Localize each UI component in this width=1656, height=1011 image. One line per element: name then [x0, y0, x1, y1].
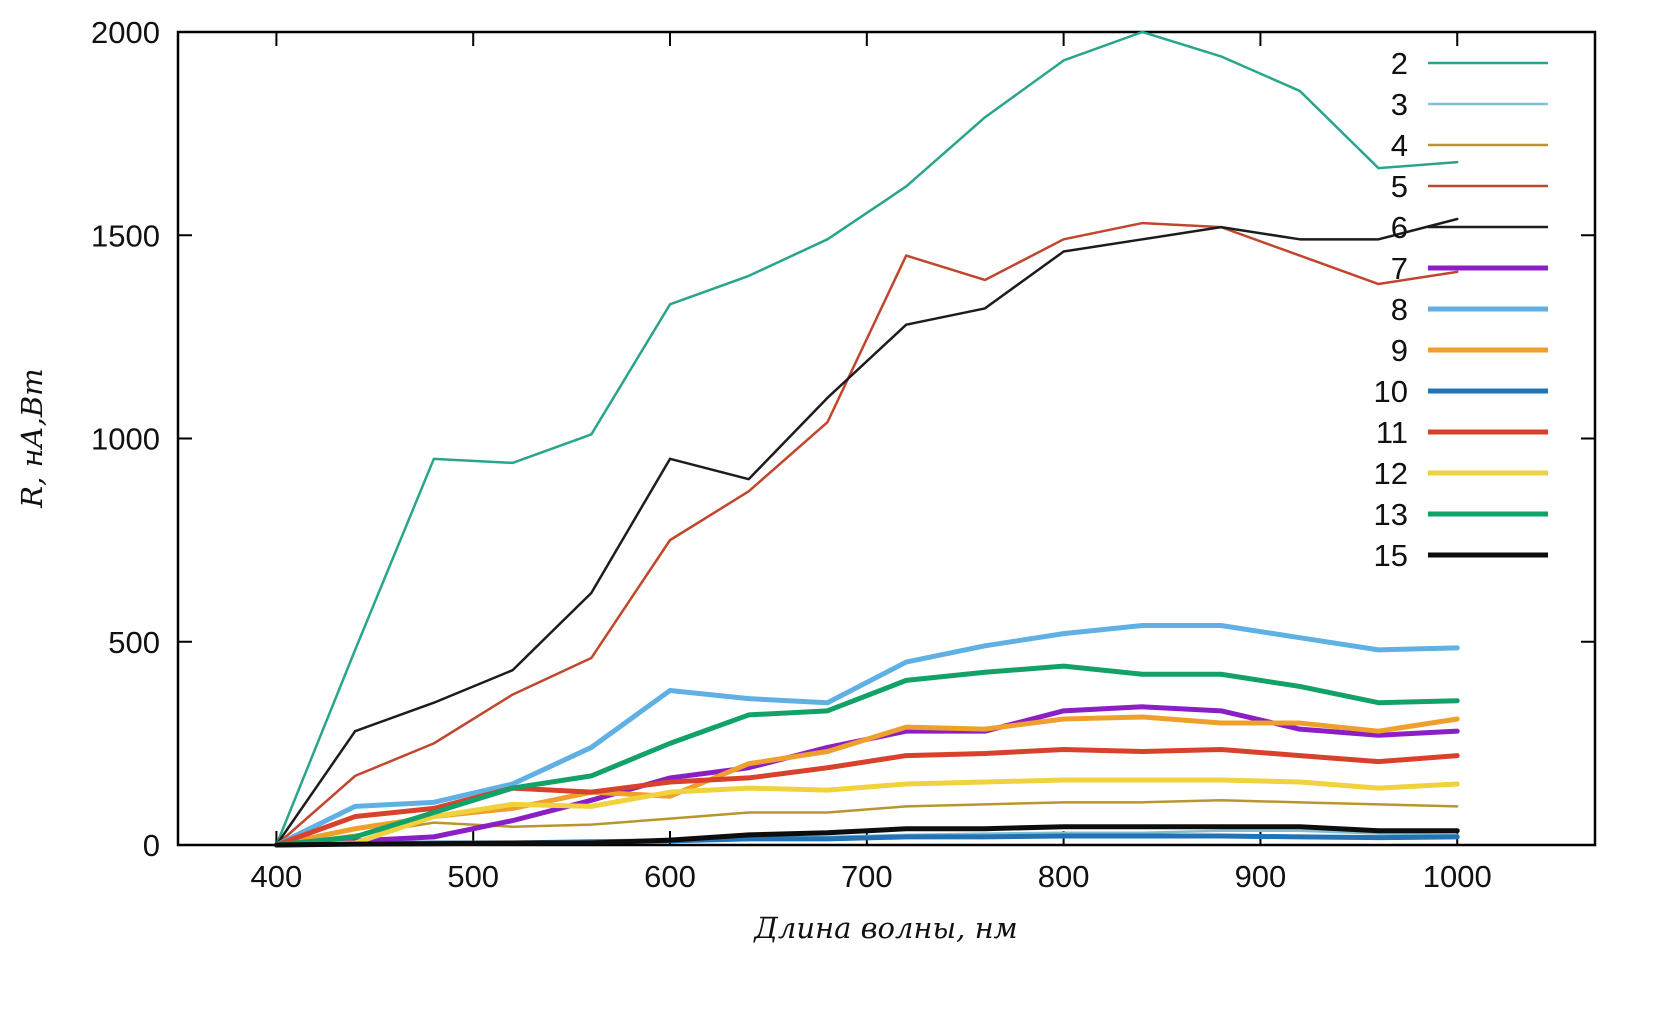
series-line-8 [273, 622, 1460, 848]
y-tick-label: 1500 [91, 218, 160, 253]
legend-label-10: 10 [1374, 374, 1408, 409]
x-tick-label: 400 [251, 859, 303, 894]
y-tick-label: 500 [108, 625, 160, 660]
x-axis-title: Длина волны, нм [752, 911, 1017, 945]
series-line-4 [275, 799, 1459, 847]
legend-label-3: 3 [1391, 87, 1408, 122]
x-tick-label: 700 [841, 859, 893, 894]
x-tick-label: 800 [1038, 859, 1090, 894]
plot-layer: 400 500 600 700 800 900 1000 0 500 1000 1500 2000 2 3… [91, 15, 1597, 894]
series-line-13 [273, 663, 1460, 848]
series-line-6 [275, 217, 1459, 847]
series-line-2 [275, 30, 1459, 847]
y-tick-label: 2000 [91, 15, 160, 50]
legend-label-15: 15 [1374, 538, 1408, 573]
legend-label-6: 6 [1391, 210, 1408, 245]
x-tick-label: 900 [1235, 859, 1287, 894]
legend-label-8: 8 [1391, 292, 1408, 327]
legend-label-13: 13 [1374, 497, 1408, 532]
y-tick-label: 0 [143, 828, 160, 863]
x-tick-label: 1000 [1423, 859, 1492, 894]
series-line-5 [275, 221, 1459, 847]
legend-label-9: 9 [1391, 333, 1408, 368]
series-line-12 [273, 777, 1460, 848]
legend-label-11: 11 [1376, 415, 1408, 450]
legend-label-12: 12 [1374, 456, 1408, 491]
legend-label-4: 4 [1391, 128, 1408, 163]
x-tick-label: 600 [644, 859, 696, 894]
legend-label-2: 2 [1391, 46, 1408, 81]
y-axis-title: R, нА,Вт [15, 368, 49, 508]
legend-label-7: 7 [1391, 251, 1408, 286]
legend-label-5: 5 [1391, 169, 1408, 204]
x-tick-label: 500 [447, 859, 499, 894]
series-line-15 [273, 824, 1460, 848]
y-tick-label: 1000 [91, 422, 160, 457]
